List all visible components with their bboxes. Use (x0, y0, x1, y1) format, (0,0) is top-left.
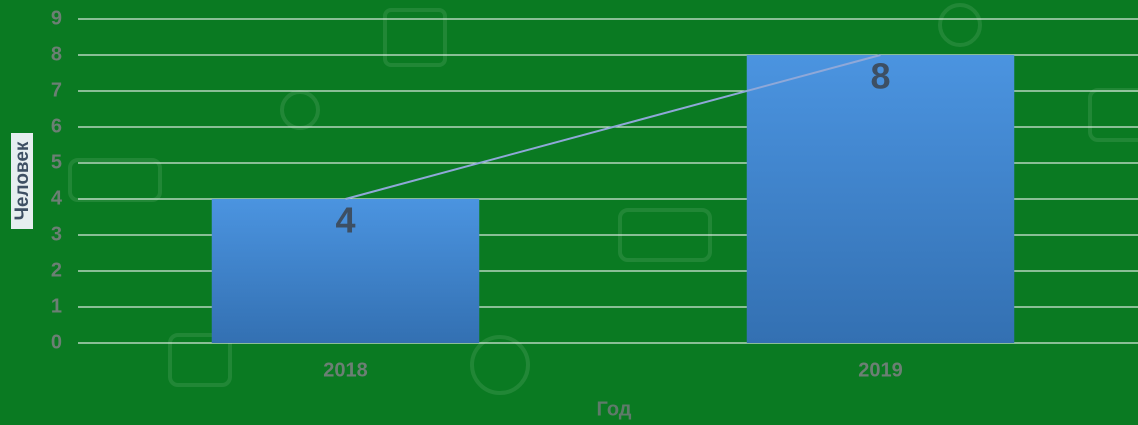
y-tick-label: 6 (51, 115, 62, 137)
bar (746, 55, 1015, 343)
x-axis-title: Год (597, 398, 632, 420)
y-tick-label: 3 (51, 223, 62, 245)
y-axis-title: Человек (12, 141, 33, 220)
trend-line (345, 54, 881, 200)
y-tick-label: 9 (51, 7, 62, 29)
data-label: 8 (870, 56, 890, 97)
y-tick-label: 8 (51, 43, 62, 65)
bar (211, 199, 480, 343)
data-label: 4 (335, 200, 355, 241)
y-tick-label: 5 (51, 151, 62, 173)
y-tick-label: 1 (51, 295, 62, 317)
y-axis-title-group: Человек (11, 133, 33, 229)
y-axis-title-bg (11, 133, 33, 229)
y-tick-label: 0 (51, 331, 62, 353)
y-tick-label: 2 (51, 259, 62, 281)
y-tick-label: 7 (51, 79, 62, 101)
x-tick-label: 2018 (323, 359, 368, 381)
y-tick-label: 4 (51, 187, 63, 209)
x-tick-label: 2019 (858, 359, 903, 381)
